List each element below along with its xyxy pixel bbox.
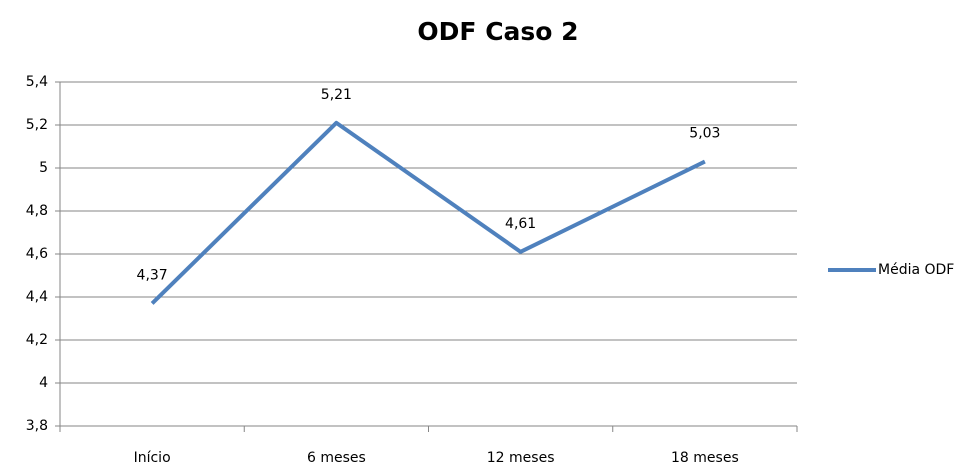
y-tick-label: 4,4 (26, 289, 48, 305)
data-label: 4,37 (137, 267, 168, 283)
legend-label: Média ODF (878, 262, 954, 278)
data-label: 5,21 (321, 87, 352, 103)
y-tick-label: 3,8 (26, 418, 48, 434)
y-tick-label: 5 (39, 160, 48, 176)
chart-title: ODF Caso 2 (417, 17, 578, 46)
series-line (150, 120, 706, 305)
y-tick-label: 5,4 (26, 74, 48, 90)
data-label: 4,61 (505, 216, 536, 232)
data-label: 5,03 (689, 126, 720, 142)
y-tick-label: 4 (39, 375, 48, 391)
y-tick-label: 4,2 (26, 332, 48, 348)
y-tick-label: 4,8 (26, 203, 48, 219)
x-tick-label: 12 meses (487, 450, 555, 464)
x-tick-label: 6 meses (307, 450, 366, 464)
x-tick-label: 18 meses (671, 450, 739, 464)
y-tick-label: 4,6 (26, 246, 48, 262)
y-tick-label: 5,2 (26, 117, 48, 133)
x-tick-label: Início (134, 450, 171, 464)
